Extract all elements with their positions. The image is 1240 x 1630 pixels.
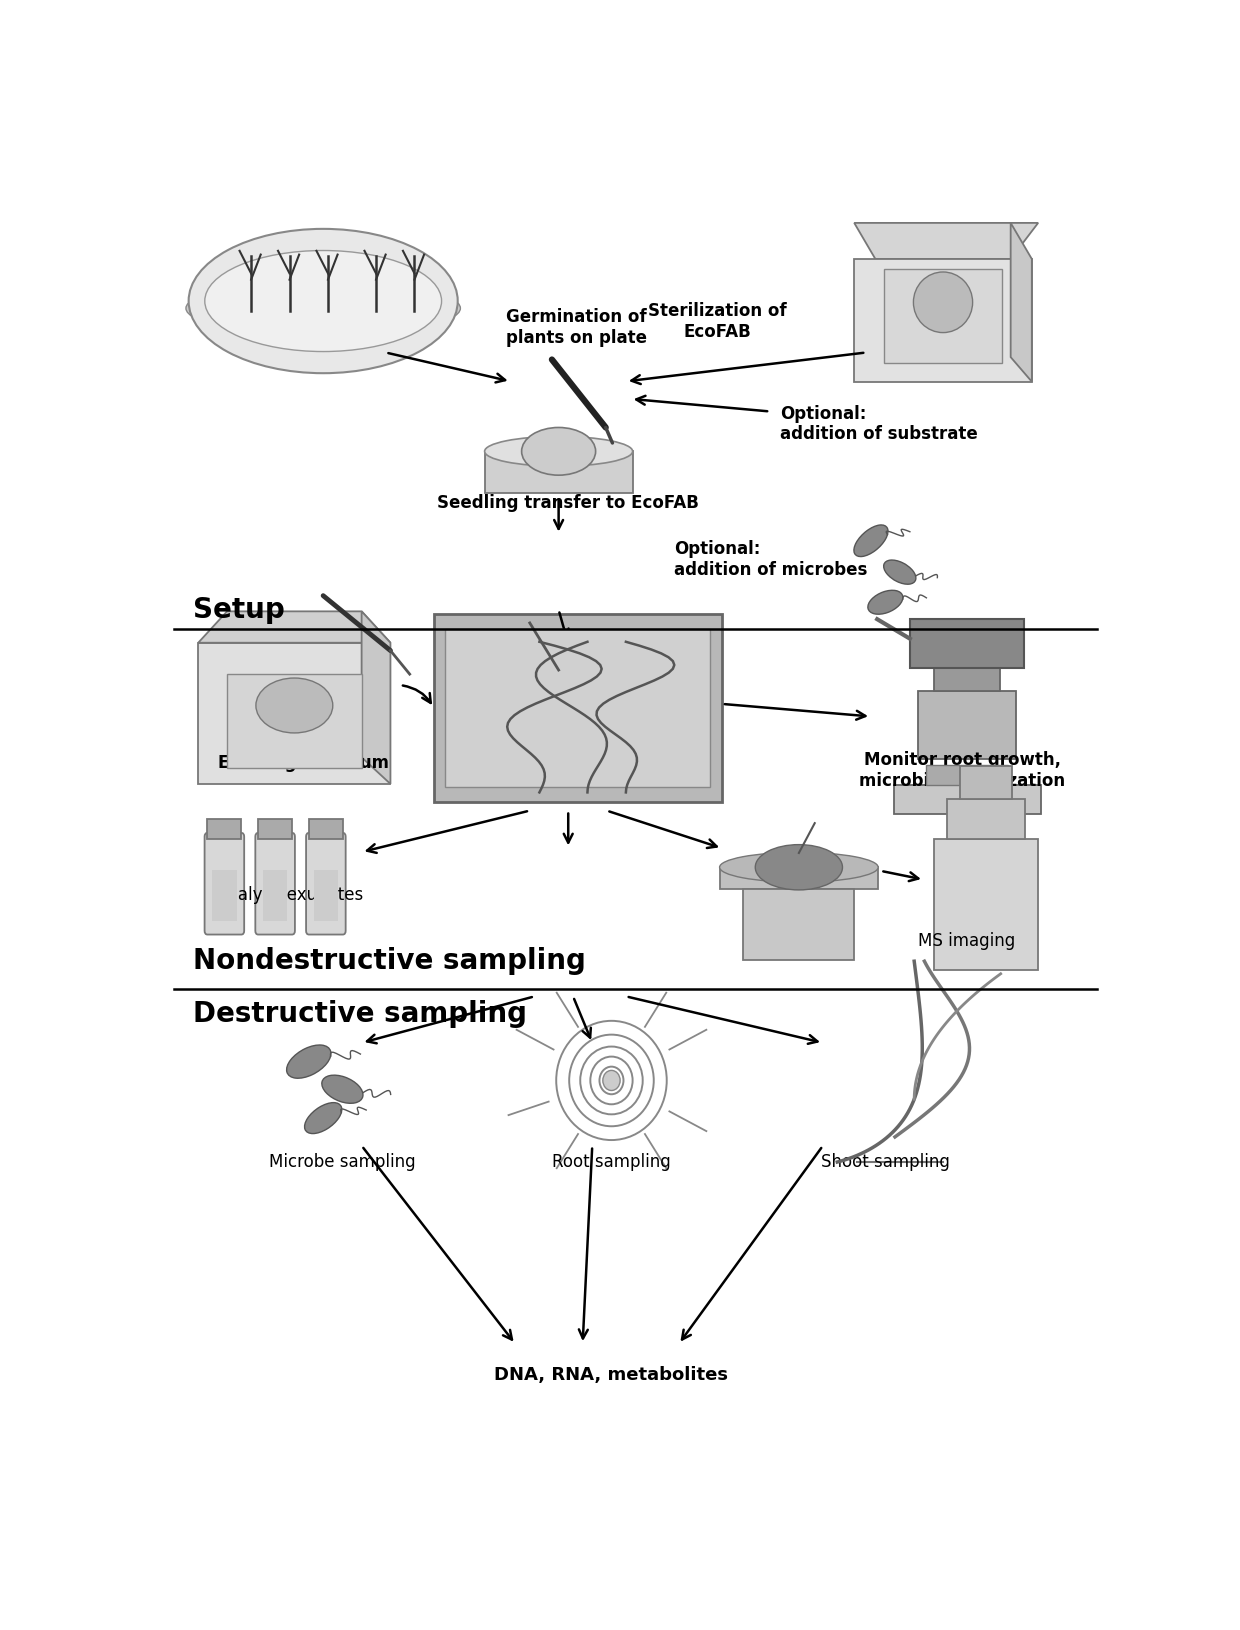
FancyBboxPatch shape	[894, 784, 1040, 813]
Text: Optional:
addition of microbes: Optional: addition of microbes	[675, 540, 867, 579]
FancyBboxPatch shape	[947, 799, 1025, 839]
Ellipse shape	[205, 251, 441, 352]
Ellipse shape	[755, 844, 842, 890]
Ellipse shape	[485, 437, 632, 466]
FancyBboxPatch shape	[910, 619, 1024, 668]
Ellipse shape	[322, 1076, 363, 1104]
FancyBboxPatch shape	[854, 259, 1032, 381]
Polygon shape	[362, 611, 391, 784]
Ellipse shape	[854, 525, 888, 556]
Text: Destructive sampling: Destructive sampling	[193, 999, 527, 1029]
Text: Setup: Setup	[193, 597, 285, 624]
FancyBboxPatch shape	[263, 869, 288, 921]
FancyBboxPatch shape	[743, 888, 854, 960]
FancyBboxPatch shape	[960, 766, 1012, 799]
Ellipse shape	[188, 228, 458, 373]
Text: Germination of
plants on plate: Germination of plants on plate	[506, 308, 647, 347]
Polygon shape	[1011, 223, 1032, 381]
Ellipse shape	[914, 272, 972, 333]
Text: DNA, RNA, metabolites: DNA, RNA, metabolites	[495, 1366, 728, 1384]
FancyBboxPatch shape	[205, 833, 244, 934]
Ellipse shape	[719, 852, 878, 882]
Ellipse shape	[186, 280, 460, 336]
FancyBboxPatch shape	[227, 675, 362, 768]
FancyBboxPatch shape	[935, 668, 999, 691]
FancyBboxPatch shape	[485, 452, 632, 492]
FancyBboxPatch shape	[935, 839, 1038, 970]
Text: Optional:
addition of substrate: Optional: addition of substrate	[780, 404, 977, 443]
FancyBboxPatch shape	[314, 869, 339, 921]
Ellipse shape	[286, 1045, 331, 1077]
Text: Seedling transfer to EcoFAB: Seedling transfer to EcoFAB	[438, 494, 699, 512]
Ellipse shape	[305, 1102, 342, 1133]
FancyBboxPatch shape	[434, 613, 722, 802]
Text: Sterilization of
EcoFAB: Sterilization of EcoFAB	[647, 302, 786, 341]
FancyBboxPatch shape	[306, 833, 346, 934]
Ellipse shape	[522, 427, 595, 476]
Ellipse shape	[868, 590, 903, 615]
FancyBboxPatch shape	[207, 818, 242, 839]
FancyBboxPatch shape	[255, 833, 295, 934]
Ellipse shape	[603, 1071, 620, 1090]
Polygon shape	[198, 611, 391, 642]
Text: Shoot sampling: Shoot sampling	[821, 1152, 950, 1170]
FancyBboxPatch shape	[719, 867, 878, 888]
FancyBboxPatch shape	[918, 691, 1016, 760]
Text: Exchange medium: Exchange medium	[218, 755, 389, 773]
Text: Microbe sampling: Microbe sampling	[269, 1152, 415, 1170]
FancyBboxPatch shape	[445, 629, 711, 787]
FancyBboxPatch shape	[926, 764, 1008, 784]
Ellipse shape	[884, 561, 916, 584]
Ellipse shape	[255, 678, 332, 734]
Text: Root sampling: Root sampling	[552, 1152, 671, 1170]
Text: MS imaging: MS imaging	[919, 932, 1016, 950]
FancyBboxPatch shape	[198, 642, 391, 784]
Text: Nondestructive sampling: Nondestructive sampling	[193, 947, 587, 975]
FancyBboxPatch shape	[212, 869, 237, 921]
Text: Analyze exudates: Analyze exudates	[216, 885, 363, 903]
Text: Monitor root growth,
microbial colonization: Monitor root growth, microbial colonizat…	[859, 751, 1065, 791]
FancyBboxPatch shape	[884, 269, 1002, 363]
FancyBboxPatch shape	[309, 818, 342, 839]
Polygon shape	[854, 223, 1038, 259]
FancyBboxPatch shape	[258, 818, 293, 839]
